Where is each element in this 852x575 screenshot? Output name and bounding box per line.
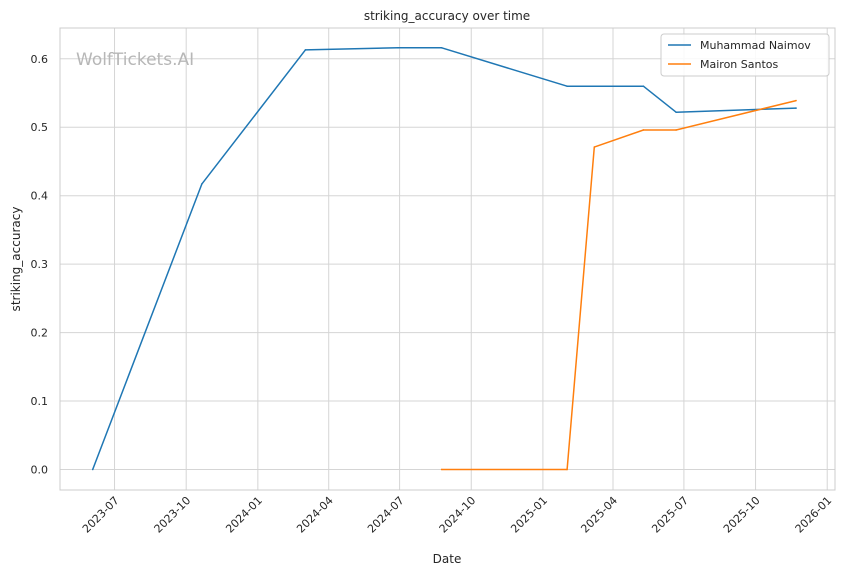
data-point — [440, 468, 443, 471]
y-tick-label: 0.0 — [31, 463, 49, 476]
series-line-1 — [441, 99, 797, 471]
x-tick-label: 2023-10 — [152, 494, 194, 536]
data-point — [593, 146, 596, 148]
x-tick-label: 2025-10 — [721, 494, 763, 536]
plot-background — [60, 28, 835, 490]
data-point — [440, 47, 443, 49]
data-point — [91, 468, 94, 471]
y-tick-label: 0.4 — [31, 190, 49, 203]
y-axis-title: striking_accuracy — [9, 207, 23, 312]
y-tick-label: 0.6 — [31, 53, 49, 66]
legend-label: Muhammad Naimov — [700, 39, 811, 52]
x-tick-label: 2025-07 — [649, 494, 691, 536]
legend-box — [660, 33, 830, 77]
data-point — [642, 129, 645, 131]
x-tick-label: 2024-07 — [365, 494, 407, 536]
y-tick-label: 0.5 — [31, 121, 49, 134]
data-point — [566, 468, 568, 471]
data-point — [566, 85, 568, 87]
x-tick-label: 2023-07 — [80, 494, 122, 536]
y-tick-label: 0.2 — [31, 327, 49, 340]
data-point — [795, 99, 797, 102]
plot-frame — [59, 27, 836, 491]
x-tick-label: 2024-04 — [294, 494, 336, 536]
data-point — [304, 49, 307, 51]
x-axis-title: Date — [433, 552, 462, 566]
legend-label: Mairon Santos — [700, 58, 779, 71]
y-tick-label: 0.1 — [31, 395, 49, 408]
y-tick-label: 0.3 — [31, 258, 49, 271]
data-point — [675, 129, 677, 131]
data-point — [397, 47, 399, 49]
x-tick-label: 2025-04 — [578, 494, 620, 536]
watermark: WolfTickets.AI — [76, 50, 194, 70]
x-tick-label: 2026-01 — [793, 494, 835, 536]
chart-title: striking_accuracy over time — [364, 9, 530, 23]
data-point — [200, 183, 203, 185]
data-point — [675, 111, 677, 113]
data-point — [795, 107, 797, 109]
series-layer — [91, 47, 797, 471]
x-tick-label: 2024-10 — [437, 494, 479, 536]
x-tick-label: 2024-01 — [223, 494, 265, 536]
legend: Muhammad Naimov Mairon Santos — [660, 33, 830, 77]
grid-lines — [60, 28, 835, 490]
data-point — [642, 85, 645, 87]
x-tick-label: 2025-01 — [508, 494, 550, 536]
